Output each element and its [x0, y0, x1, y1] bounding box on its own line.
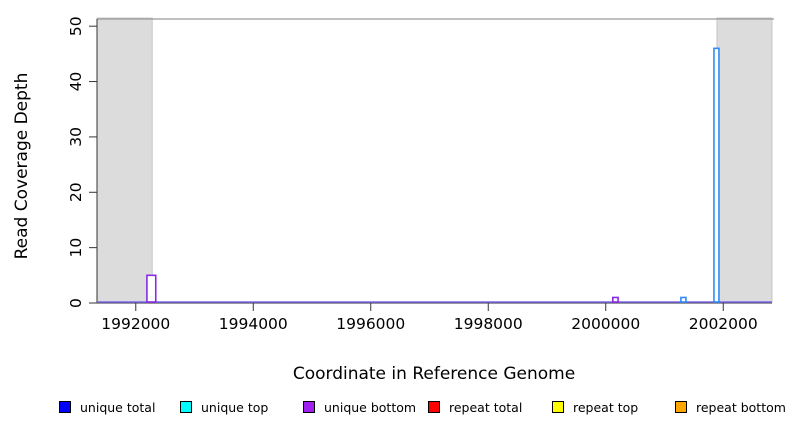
legend-item-unique-top: unique top: [180, 397, 268, 417]
y-tick-label: 30: [67, 127, 85, 147]
y-axis-title: Read Coverage Depth: [12, 73, 32, 260]
x-tick-label: 1998000: [454, 315, 523, 333]
legend-label-repeat-top: repeat top: [573, 399, 639, 415]
y-tick-label: 20: [67, 182, 85, 202]
legend-label-repeat-total: repeat total: [449, 399, 523, 415]
legend-item-unique-total: unique total: [59, 397, 155, 417]
legend-swatch-repeat-total: [428, 401, 440, 413]
legend-item-unique-bottom: unique bottom: [303, 397, 416, 417]
legend-label-unique-top: unique top: [201, 399, 269, 415]
y-tick-label: 50: [67, 16, 85, 36]
legend-swatch-unique-total: [59, 401, 71, 413]
legend-swatch-repeat-top: [552, 401, 564, 413]
legend-item-repeat-total: repeat total: [428, 397, 522, 417]
x-tick-label: 2002000: [689, 315, 758, 333]
masked-region: [716, 17, 773, 303]
legend-label-repeat-bottom: repeat bottom: [696, 399, 786, 415]
coverage-spike: [680, 296, 687, 303]
y-tick-label: 0: [67, 298, 85, 308]
coverage-spike: [146, 274, 157, 303]
y-tick-label: 40: [67, 72, 85, 92]
legend-item-repeat-top: repeat top: [552, 397, 638, 417]
masked-region: [96, 17, 153, 303]
coverage-spike: [611, 296, 619, 303]
y-tick-label: 10: [67, 238, 85, 258]
legend-swatch-repeat-bottom: [675, 401, 687, 413]
plot-layers: 0 10 20 30 40 50 1992000 1994000 1996000 1998000 2…: [67, 16, 774, 333]
legend-label-unique-bottom: unique bottom: [324, 399, 417, 415]
x-axis-title: Coordinate in Reference Genome: [293, 364, 575, 384]
x-tick-label: 1994000: [219, 315, 288, 333]
x-tick-label: 1992000: [101, 315, 170, 333]
legend-item-repeat-bottom: repeat bottom: [675, 397, 786, 417]
legend-swatch-unique-bottom: [303, 401, 315, 413]
x-tick-label: 2000000: [571, 315, 640, 333]
legend-swatch-unique-top: [180, 401, 192, 413]
legend: unique total unique top unique bottom repea…: [0, 397, 792, 419]
x-tick-label: 1996000: [336, 315, 405, 333]
coverage-spike: [713, 47, 720, 303]
coverage-plot: 0 10 20 30 40 50 1992000 1994000 1996000 1998000 2…: [12, 16, 774, 384]
legend-label-unique-total: unique total: [80, 399, 156, 415]
